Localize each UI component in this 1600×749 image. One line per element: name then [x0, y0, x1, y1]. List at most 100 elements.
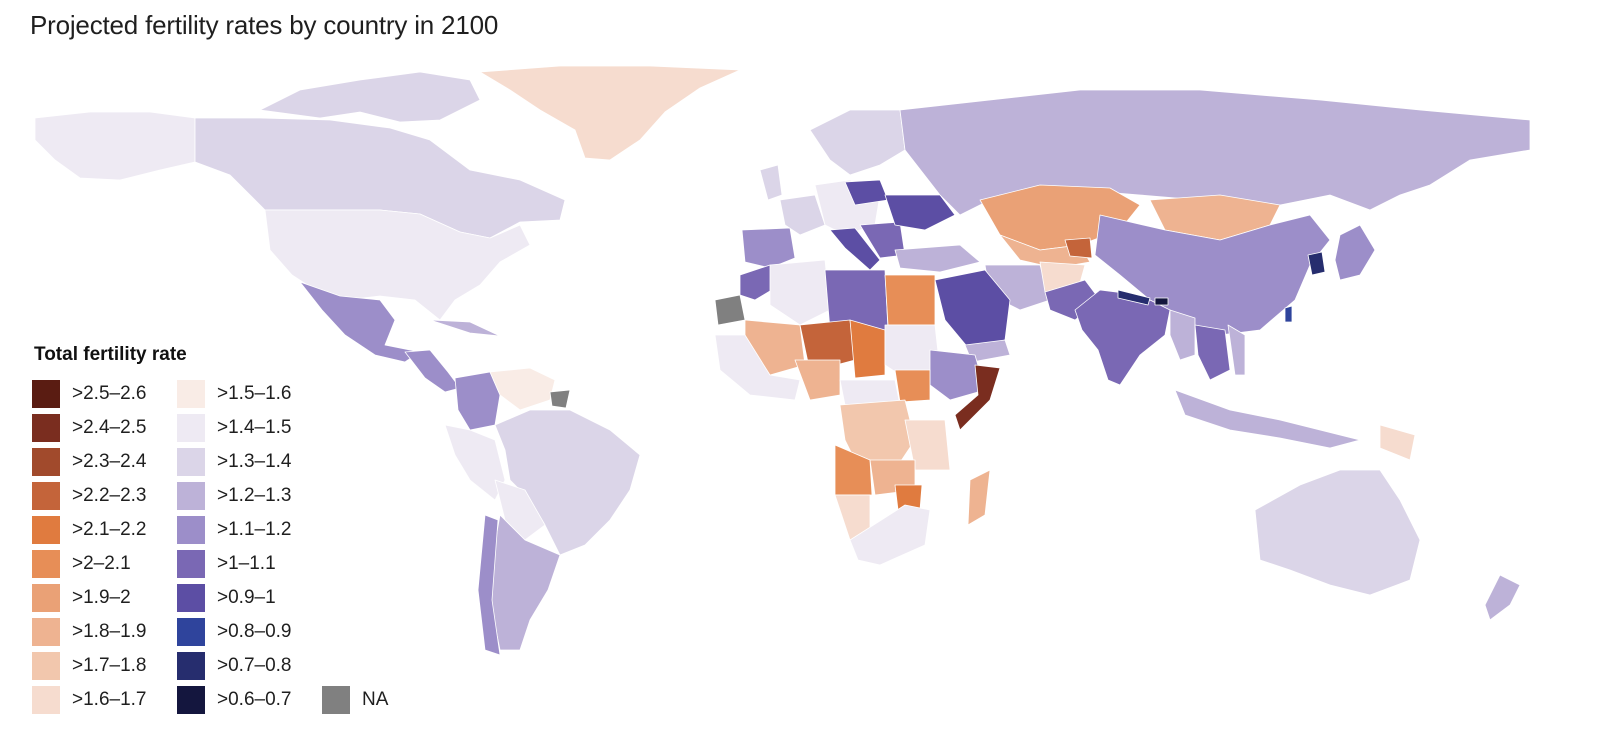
legend-item: >2–2.1: [32, 549, 131, 579]
region-brazil: [494, 409, 641, 556]
region-scandinavia: [809, 109, 906, 176]
legend-swatch: [32, 516, 60, 544]
region-south-sudan: [894, 369, 931, 403]
legend-swatch: [32, 482, 60, 510]
region-venezuela: [489, 367, 556, 411]
region-france: [779, 194, 826, 236]
region-thailand: [1194, 324, 1231, 381]
legend-swatch: [177, 652, 205, 680]
legend-swatch: [177, 414, 205, 442]
region-peru: [444, 424, 506, 501]
legend-label: >1.5–1.6: [217, 383, 292, 404]
legend-item: >1.3–1.4: [177, 447, 292, 477]
legend-item: >1.6–1.7: [32, 685, 147, 715]
region-algeria: [769, 259, 831, 326]
legend-item: >2.2–2.3: [32, 481, 147, 511]
region-colombia: [454, 371, 501, 431]
region-west-sahara: [714, 294, 746, 326]
legend-swatch: [32, 584, 60, 612]
region-ukraine: [884, 194, 956, 231]
legend-swatch: [177, 686, 205, 714]
legend-item: >1.4–1.5: [177, 413, 292, 443]
region-angola: [834, 444, 873, 496]
legend-swatch: [177, 618, 205, 646]
region-guianas: [549, 389, 571, 409]
legend-label: >2.1–2.2: [72, 519, 147, 540]
region-indonesia: [1174, 389, 1361, 449]
region-arctic-islands: [259, 71, 481, 123]
legend-swatch: [32, 550, 60, 578]
region-italy: [829, 227, 881, 271]
region-taiwan: [1284, 305, 1293, 323]
legend-item: >2.4–2.5: [32, 413, 147, 443]
legend-item: >1.2–1.3: [177, 481, 292, 511]
region-libya: [824, 269, 889, 331]
legend-label: >1.2–1.3: [217, 485, 292, 506]
legend-label: >1.9–2: [72, 587, 131, 608]
legend-label: >1.4–1.5: [217, 417, 292, 438]
region-turkey: [894, 244, 981, 273]
map-title: Projected fertility rates by country in …: [30, 10, 499, 40]
legend-item: >1–1.1: [177, 549, 276, 579]
legend-item: >0.7–0.8: [177, 651, 292, 681]
region-png: [1379, 424, 1416, 461]
region-egypt: [884, 274, 936, 326]
region-bhutan: [1154, 297, 1169, 306]
legend-label: >0.9–1: [217, 587, 276, 608]
legend-item: >1.8–1.9: [32, 617, 147, 647]
region-nigeria: [794, 359, 841, 401]
legend-label: >2.4–2.5: [72, 417, 147, 438]
legend-label: >2.5–2.6: [72, 383, 147, 404]
legend-swatch: [32, 380, 60, 408]
legend-label: >1.6–1.7: [72, 689, 147, 710]
legend-item: >0.9–1: [177, 583, 276, 613]
region-madagascar: [967, 469, 991, 526]
legend-item: >2.1–2.2: [32, 515, 147, 545]
region-iberia: [741, 227, 796, 269]
legend-swatch: [32, 686, 60, 714]
legend-item: >2.3–2.4: [32, 447, 147, 477]
region-uk: [759, 164, 783, 201]
legend-swatch: [177, 584, 205, 612]
legend-item: >1.1–1.2: [177, 515, 292, 545]
region-japan: [1334, 224, 1376, 281]
legend-swatch: [32, 652, 60, 680]
region-russia: [899, 89, 1531, 216]
region-tajikistan: [1064, 237, 1093, 259]
region-vietnam: [1227, 324, 1246, 376]
legend-item: >1.7–1.8: [32, 651, 147, 681]
legend-label: >1.8–1.9: [72, 621, 147, 642]
legend-item: >1.9–2: [32, 583, 131, 613]
legend-swatch: [177, 482, 205, 510]
region-bolivia: [494, 479, 546, 541]
region-chad: [849, 319, 886, 379]
legend-title: Total fertility rate: [34, 344, 187, 365]
legend-label: >0.6–0.7: [217, 689, 292, 710]
region-central-asia: [999, 234, 1091, 269]
legend-item: >1.5–1.6: [177, 379, 292, 409]
legend-label: >2.2–2.3: [72, 485, 147, 506]
legend-swatch: [177, 516, 205, 544]
legend-swatch: [177, 380, 205, 408]
region-chile: [477, 514, 501, 656]
region-australia: [1254, 469, 1421, 596]
region-new-zealand: [1484, 574, 1521, 621]
region-china: [1094, 214, 1331, 336]
region-south-africa: [849, 504, 931, 566]
region-korea: [1307, 251, 1326, 276]
legend-swatch: [177, 550, 205, 578]
legend-item: >0.8–0.9: [177, 617, 292, 647]
region-caribbean: [429, 319, 501, 337]
region-greenland: [479, 65, 741, 161]
region-nepal: [1117, 289, 1151, 306]
legend: Total fertility rate >2.5–2.6 >2.4–2.5 >…: [32, 344, 432, 734]
legend-label: >1.3–1.4: [217, 451, 292, 472]
legend-item: >0.6–0.7: [177, 685, 292, 715]
region-myanmar: [1169, 309, 1196, 361]
legend-label: >1.1–1.2: [217, 519, 292, 540]
legend-swatch: [32, 414, 60, 442]
legend-label: >0.7–0.8: [217, 655, 292, 676]
legend-item: >2.5–2.6: [32, 379, 147, 409]
legend-swatch: [177, 448, 205, 476]
